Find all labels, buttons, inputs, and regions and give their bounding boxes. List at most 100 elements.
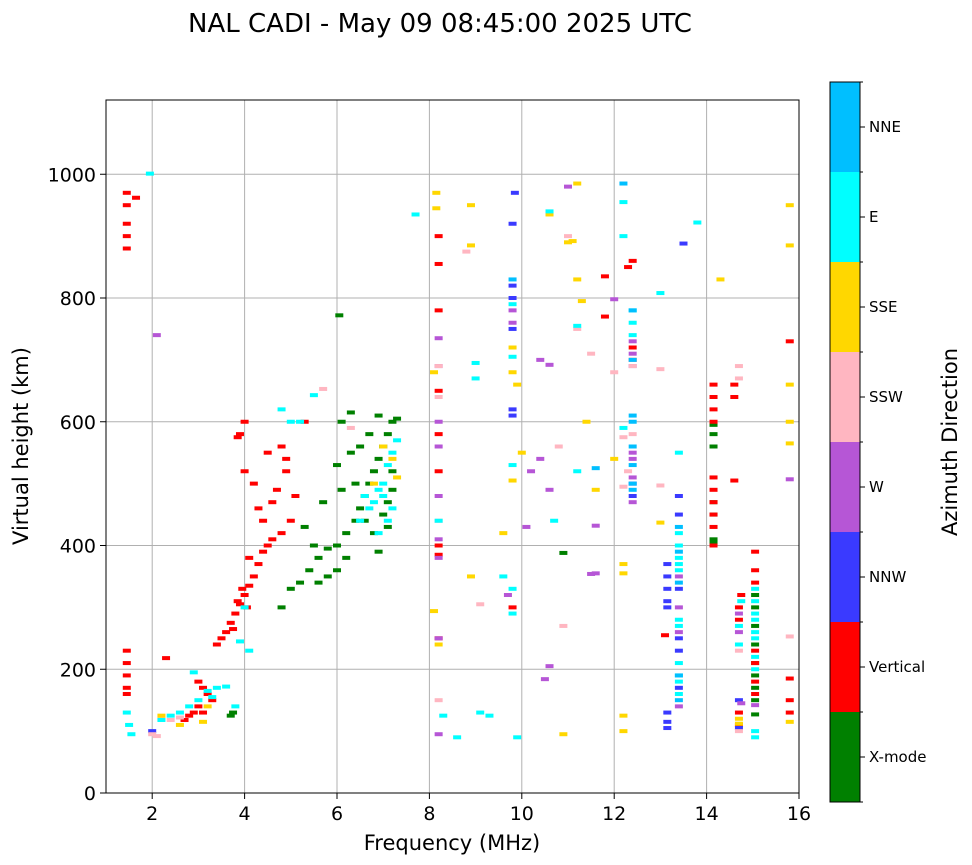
point-sse [199, 719, 208, 724]
point-vertical [709, 419, 718, 424]
point-nnw [663, 710, 672, 715]
point-e [674, 692, 683, 696]
point-vertical [162, 656, 171, 661]
point-vertical [661, 633, 670, 638]
point-vertical [734, 617, 743, 622]
point-w [785, 477, 794, 482]
point-x-mode [369, 469, 378, 474]
point-ssw [319, 386, 328, 391]
point-sse [619, 713, 628, 718]
point-ssw [152, 734, 161, 739]
point-sse [466, 574, 475, 579]
point-vertical [217, 636, 226, 641]
y-tick-label: 1000 [48, 164, 96, 186]
point-e [208, 695, 217, 700]
point-vertical [254, 562, 263, 567]
point-e [674, 562, 683, 567]
point-e [508, 354, 517, 359]
point-nne [628, 481, 637, 486]
point-vertical [240, 469, 249, 474]
point-sse [734, 721, 743, 726]
point-nne [508, 277, 517, 282]
point-ssw [624, 469, 633, 474]
point-vertical [737, 593, 746, 597]
point-e [365, 506, 374, 511]
x-tick-label: 6 [331, 803, 343, 825]
point-w [434, 636, 443, 641]
point-nne [591, 466, 600, 471]
point-ssw [564, 234, 572, 239]
point-e [383, 518, 392, 523]
point-e [277, 407, 286, 412]
point-w [545, 362, 554, 367]
point-x-mode [383, 432, 392, 437]
y-tick-label: 200 [60, 659, 96, 681]
point-x-mode [226, 713, 235, 718]
point-ssw [476, 602, 485, 607]
point-nnw [663, 726, 672, 731]
point-nnw [663, 719, 672, 724]
point-vertical [199, 710, 208, 715]
point-e [194, 698, 203, 703]
point-x-mode [751, 712, 760, 717]
point-x-mode [305, 568, 314, 573]
point-vertical [282, 469, 291, 474]
point-sse [388, 456, 397, 461]
point-ssw [734, 729, 743, 734]
colorbar-tick-label: NNW [869, 568, 906, 586]
point-vertical [709, 524, 718, 529]
point-sse [591, 487, 600, 492]
colorbar-segment-nne [830, 82, 860, 172]
point-sse [466, 203, 475, 208]
point-x-mode [323, 546, 332, 551]
point-vertical [730, 478, 739, 483]
point-x-mode [277, 605, 286, 610]
point-vertical [434, 552, 443, 557]
x-tick-label: 8 [423, 803, 435, 825]
point-x-mode [374, 413, 383, 418]
point-w [434, 419, 443, 424]
point-w [628, 475, 637, 480]
point-vertical [122, 234, 131, 239]
point-ssw [573, 326, 582, 331]
colorbar-segment-ssw [830, 352, 860, 442]
point-nne [674, 580, 683, 585]
point-w [751, 703, 760, 708]
colorbar-tick-label: X-mode [869, 748, 926, 766]
point-e [212, 685, 221, 690]
point-vertical [122, 692, 131, 696]
colorbar-tick-label: Vertical [869, 658, 925, 676]
point-vertical [203, 692, 212, 696]
point-vertical [229, 627, 238, 632]
point-sse [568, 239, 577, 244]
point-w [545, 487, 554, 492]
point-w [434, 494, 443, 498]
point-vertical [624, 265, 633, 270]
colorbar-tick-label: NNE [869, 118, 901, 136]
point-vertical [709, 395, 718, 399]
point-vertical [751, 568, 760, 573]
point-ssw [559, 623, 568, 628]
point-nnw [679, 241, 688, 246]
point-vertical [709, 382, 718, 387]
point-w [508, 308, 517, 313]
point-sse [619, 562, 628, 567]
point-vertical [259, 549, 268, 554]
point-w [503, 593, 512, 597]
point-sse [582, 419, 591, 424]
point-nnw [674, 636, 683, 641]
point-e [296, 419, 305, 424]
point-e [393, 438, 402, 443]
point-e [374, 487, 383, 492]
point-vertical [245, 555, 254, 560]
point-x-mode [333, 568, 341, 573]
point-vertical [282, 456, 291, 461]
plot-frame [105, 99, 800, 794]
plot-background [106, 100, 799, 793]
point-e [734, 642, 743, 647]
point-x-mode [709, 540, 718, 545]
point-nnw [628, 494, 637, 498]
point-vertical [628, 345, 637, 350]
point-sse [785, 719, 794, 724]
